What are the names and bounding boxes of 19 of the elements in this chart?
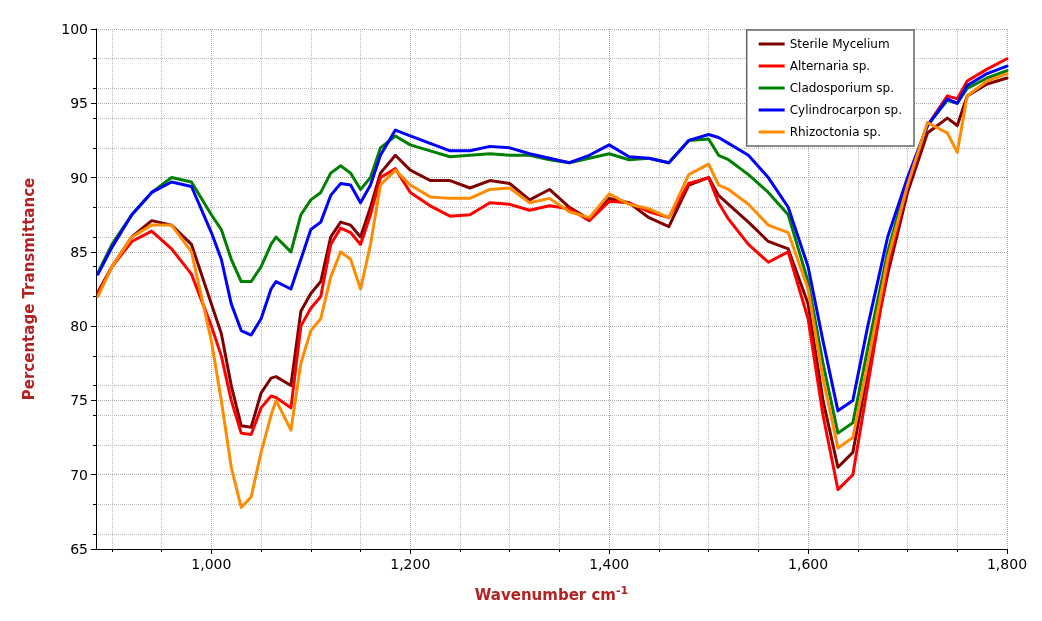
y-axis-title: Percentage Transmittance: [19, 177, 38, 401]
y-tick-label: 70: [70, 466, 88, 483]
y-tick-label: 100: [61, 21, 88, 37]
legend-label: Sterile Mycelium: [789, 37, 890, 51]
y-tick-label: 80: [70, 318, 88, 335]
y-tick-label: 85: [70, 243, 88, 260]
legend-label: Cladosporium sp.: [789, 81, 894, 95]
y-tick-label: 95: [70, 95, 88, 112]
x-tick-label: 1,800: [986, 556, 1028, 572]
x-tick-label: 1,400: [589, 556, 630, 572]
x-tick-label: 1,000: [191, 556, 232, 572]
y-tick-label: 75: [70, 392, 88, 409]
y-tick-label: 65: [70, 541, 88, 557]
x-tick-label: 1,600: [788, 556, 829, 572]
x-tick-label: 1,200: [390, 556, 431, 572]
y-tick-label: 90: [70, 169, 88, 186]
legend-label: Rhizoctonia sp.: [789, 125, 882, 139]
legend-label: Cylindrocarpon sp.: [789, 103, 903, 117]
legend-label: Alternaria sp.: [789, 59, 871, 73]
